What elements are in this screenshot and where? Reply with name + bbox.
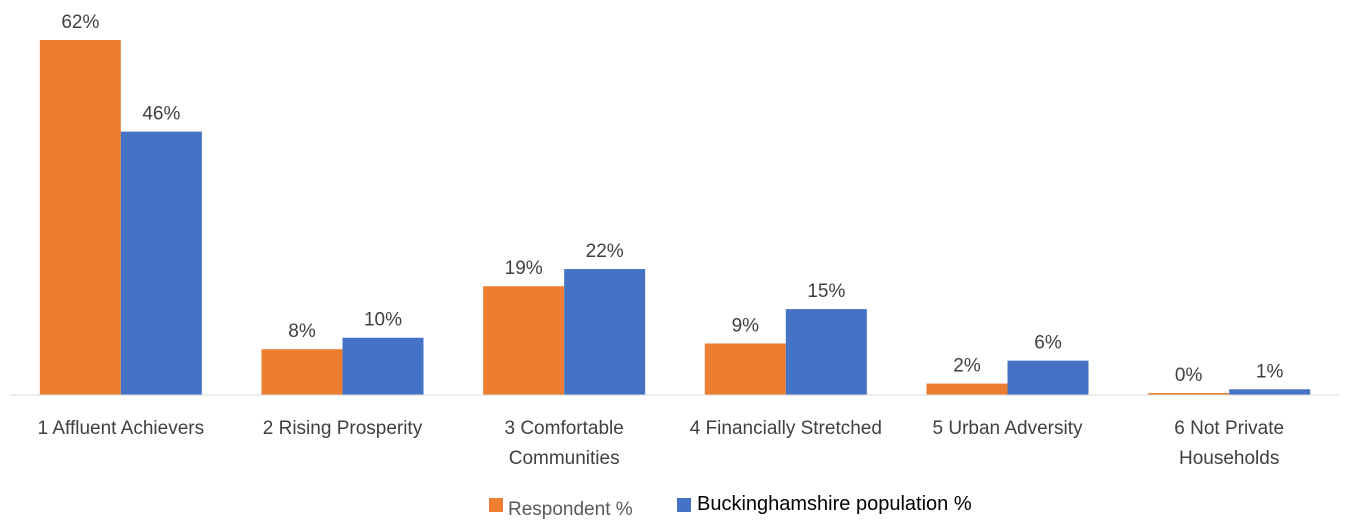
value-label: 2% <box>953 356 981 377</box>
value-label: 1% <box>1256 361 1284 382</box>
value-label: 19% <box>505 258 543 279</box>
legend: Respondent % Buckinghamshire population % <box>489 493 972 520</box>
legend-label-population: Buckinghamshire population % <box>697 493 972 515</box>
category-label: 1 Affluent Achievers <box>38 418 205 439</box>
value-label: 8% <box>288 321 316 342</box>
bar-respondent-4 <box>704 343 786 395</box>
category-label: 3 Comfortable Communities <box>504 418 623 469</box>
bar-population-2 <box>342 337 424 395</box>
category-label: 2 Rising Prosperity <box>263 418 423 439</box>
bar-population-5 <box>1007 360 1089 395</box>
value-label: 62% <box>61 12 99 33</box>
bar-population-6 <box>1229 389 1311 395</box>
value-label: 15% <box>807 281 845 302</box>
bar-population-1 <box>120 131 202 395</box>
bar-respondent-2 <box>261 349 343 395</box>
legend-swatch-respondent <box>489 498 503 512</box>
bar-population-4 <box>785 309 867 395</box>
bar-respondent-6 <box>1148 393 1230 395</box>
bar-population-3 <box>564 269 646 395</box>
bar-respondent-5 <box>926 383 1008 395</box>
value-label: 22% <box>586 241 624 262</box>
bar-respondent-1 <box>39 40 121 395</box>
bars-group <box>39 40 1311 395</box>
value-label: 9% <box>732 315 760 336</box>
value-label: 0% <box>1175 365 1203 386</box>
category-label: 6 Not Private Households <box>1174 418 1284 469</box>
legend-label-respondent: Respondent % <box>508 499 633 520</box>
bar-respondent-3 <box>483 286 565 395</box>
category-label: 5 Urban Adversity <box>933 418 1083 439</box>
value-label: 6% <box>1034 333 1062 354</box>
category-label: 4 Financially Stretched <box>690 418 882 439</box>
legend-swatch-population <box>677 498 691 512</box>
value-label: 10% <box>364 310 402 331</box>
category-labels-group: 1 Affluent Achievers 2 Rising Prosperity 3… <box>38 418 1285 469</box>
value-label: 46% <box>142 104 180 125</box>
value-labels-group: 62% 46% 8% 10% 19% 22% 9% 15% 2% 6% 0% 1% <box>61 12 1283 386</box>
